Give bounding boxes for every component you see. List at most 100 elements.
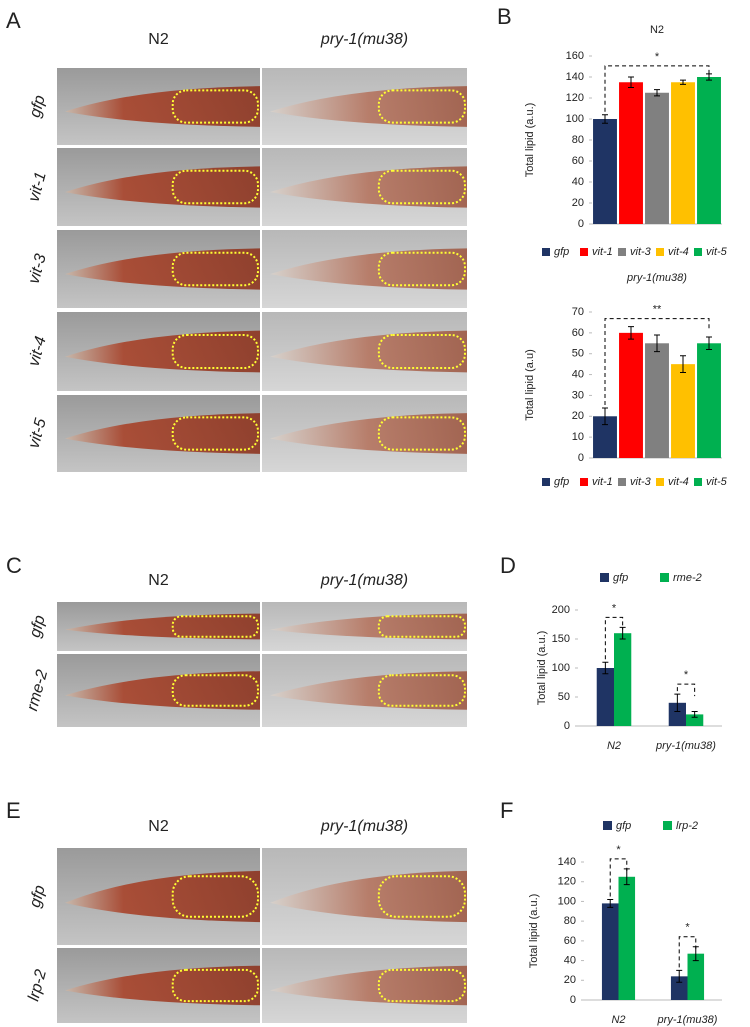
column-header: pry-1(mu38) <box>320 818 408 835</box>
y-axis-label: Total lipid (a.u.) <box>528 894 540 969</box>
bar <box>614 633 632 726</box>
significance-bracket <box>604 616 624 660</box>
y-tick-label: 160 <box>566 50 584 62</box>
legend-swatch <box>600 573 609 582</box>
error-bar <box>706 336 712 351</box>
worm <box>270 965 467 1006</box>
chart-title: pry-1(mu38) <box>626 272 687 284</box>
y-axis-label: Total lipid (a.u.) <box>536 631 548 706</box>
bar <box>697 77 721 224</box>
panel-letter: D <box>500 553 516 578</box>
legend-label: vit-5 <box>706 246 728 258</box>
significance-label: * <box>684 669 689 681</box>
x-tick-label: N2 <box>607 740 621 752</box>
bar <box>686 714 704 726</box>
legend-label: vit-4 <box>668 246 689 258</box>
legend-label: lrp-2 <box>676 820 698 832</box>
y-tick-label: 20 <box>564 974 576 986</box>
legend-swatch <box>694 478 702 486</box>
error-bar <box>680 355 686 373</box>
column-header: N2 <box>148 31 169 48</box>
worm <box>65 965 260 1006</box>
legend-swatch <box>580 248 588 256</box>
gonad-outline <box>171 251 259 287</box>
gonad-outline <box>377 416 466 451</box>
y-tick-label: 140 <box>566 71 584 83</box>
error-bar <box>680 79 686 85</box>
y-tick-label: 70 <box>572 306 584 318</box>
legend-swatch <box>656 478 664 486</box>
worm <box>270 330 467 373</box>
error-bar <box>654 334 660 353</box>
error-bar <box>602 407 608 426</box>
error-bar <box>602 114 608 124</box>
y-tick-label: 120 <box>566 92 584 104</box>
gonad-outline <box>377 89 466 124</box>
worm <box>270 870 467 923</box>
y-axis-label: Total lipid (a.u.) <box>524 103 536 178</box>
significance-label: * <box>655 51 660 63</box>
worm <box>270 671 467 710</box>
gonad-outline <box>377 674 466 707</box>
bar <box>668 702 686 726</box>
row-label: rme-2 <box>24 668 51 713</box>
legend-swatch <box>542 478 550 486</box>
bar <box>618 876 636 1000</box>
legend-label: rme-2 <box>673 572 702 584</box>
y-tick-label: 40 <box>564 954 576 966</box>
row-label: gfp <box>27 613 49 639</box>
row-label: gfp <box>27 93 49 119</box>
legend-swatch <box>603 821 612 830</box>
bar <box>593 416 617 458</box>
legend-label: gfp <box>554 476 569 488</box>
x-tick-label: pry-1(mu38) <box>655 740 716 752</box>
y-axis-label: Total lipid (a.u) <box>524 349 536 421</box>
bar <box>596 668 614 726</box>
gonad-outline <box>377 333 466 370</box>
legend-label: gfp <box>616 820 631 832</box>
y-tick-label: 60 <box>572 327 584 339</box>
y-tick-label: 20 <box>572 197 584 209</box>
worm <box>65 613 260 640</box>
y-tick-label: 80 <box>564 915 576 927</box>
error-bar <box>676 969 683 983</box>
worm <box>65 413 260 454</box>
significance-label: * <box>612 602 617 614</box>
error-bar <box>628 326 634 340</box>
chart-title: N2 <box>650 24 664 36</box>
significance-bracket <box>676 683 696 697</box>
bar <box>687 953 705 1000</box>
row-label: vit-1 <box>26 170 50 204</box>
worm <box>270 613 467 640</box>
panel-letter: C <box>6 553 22 578</box>
row-label: lrp-2 <box>25 968 50 1003</box>
y-tick-label: 50 <box>572 348 584 360</box>
gonad-outline <box>377 169 466 205</box>
bar <box>671 364 695 458</box>
row-label: vit-5 <box>26 417 50 451</box>
y-tick-label: 50 <box>558 691 570 703</box>
significance-label: ** <box>653 304 662 316</box>
y-tick-label: 140 <box>558 856 576 868</box>
gonad-outline <box>171 169 259 205</box>
y-tick-label: 80 <box>572 134 584 146</box>
worm <box>65 86 260 127</box>
y-tick-label: 0 <box>564 720 570 732</box>
legend-label: vit-3 <box>630 246 652 258</box>
y-tick-label: 30 <box>572 389 584 401</box>
gonad-outline <box>171 674 259 707</box>
legend-swatch <box>542 248 550 256</box>
y-tick-label: 40 <box>572 176 584 188</box>
legend-label: vit-5 <box>706 476 728 488</box>
legend-swatch <box>694 248 702 256</box>
x-tick-label: N2 <box>611 1014 625 1026</box>
column-header: N2 <box>148 818 169 835</box>
legend-label: gfp <box>554 246 569 258</box>
legend-label: vit-1 <box>592 246 613 258</box>
error-bar <box>674 693 681 712</box>
y-tick-label: 100 <box>566 113 584 125</box>
legend-swatch <box>660 573 669 582</box>
row-label: vit-4 <box>26 335 50 369</box>
worm <box>65 671 260 710</box>
significance-bracket <box>604 318 710 405</box>
